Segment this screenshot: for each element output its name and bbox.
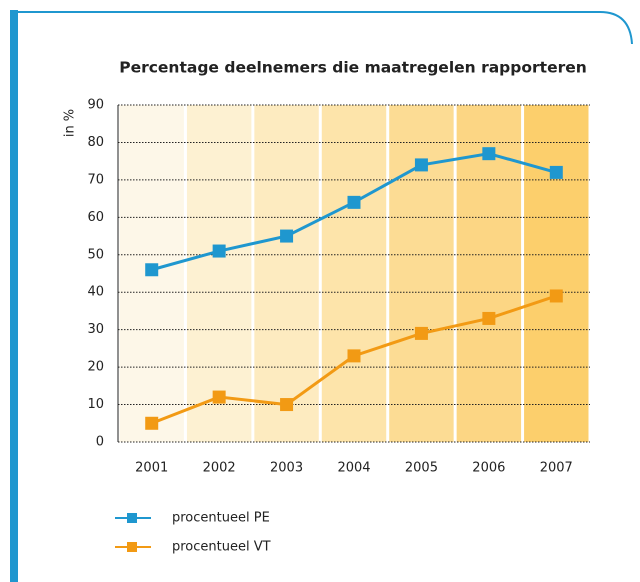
x-tick-label: 2006 [472, 461, 505, 476]
y-tick-label: 0 [96, 435, 104, 450]
point-marker [482, 311, 496, 325]
x-tick-label: 2002 [203, 461, 236, 476]
point-marker [414, 158, 428, 172]
frame-bar [10, 10, 18, 582]
y-tick-label: 60 [87, 210, 104, 225]
column-band [254, 105, 319, 442]
column-band [321, 105, 387, 442]
legend-marker [127, 513, 137, 523]
y-tick-label: 80 [87, 135, 104, 150]
point-marker [347, 349, 361, 363]
y-axis-label: in % [63, 109, 78, 137]
y-tick-label: 50 [87, 247, 104, 262]
point-marker [280, 229, 294, 243]
x-tick-label: 2003 [270, 461, 303, 476]
column-band [389, 105, 454, 442]
x-tick-label: 2004 [337, 461, 370, 476]
y-tick-label: 30 [87, 322, 104, 337]
x-tick-label: 2001 [135, 461, 168, 476]
chart-title: Percentage deelnemers die maatregelen ra… [119, 59, 587, 77]
x-tick-label: 2005 [405, 461, 438, 476]
y-tick-label: 40 [87, 285, 104, 300]
point-marker [212, 390, 226, 404]
point-marker [347, 195, 361, 209]
point-marker [549, 289, 563, 303]
column-band [524, 105, 589, 442]
x-tick-label: 2007 [540, 461, 573, 476]
point-marker [145, 416, 159, 430]
y-tick-label: 70 [87, 172, 104, 187]
y-tick-label: 90 [87, 98, 104, 113]
legend-label: procentueel VT [172, 540, 271, 555]
column-band [186, 105, 252, 442]
legend-marker [127, 542, 137, 552]
point-marker [212, 244, 226, 258]
y-tick-label: 20 [87, 360, 104, 375]
legend-label: procentueel PE [172, 511, 270, 526]
point-marker [414, 326, 428, 340]
y-tick-label: 10 [87, 397, 104, 412]
point-marker [549, 165, 563, 179]
point-marker [145, 263, 159, 277]
point-marker [482, 147, 496, 161]
frame-line [14, 11, 633, 45]
point-marker [280, 398, 294, 412]
